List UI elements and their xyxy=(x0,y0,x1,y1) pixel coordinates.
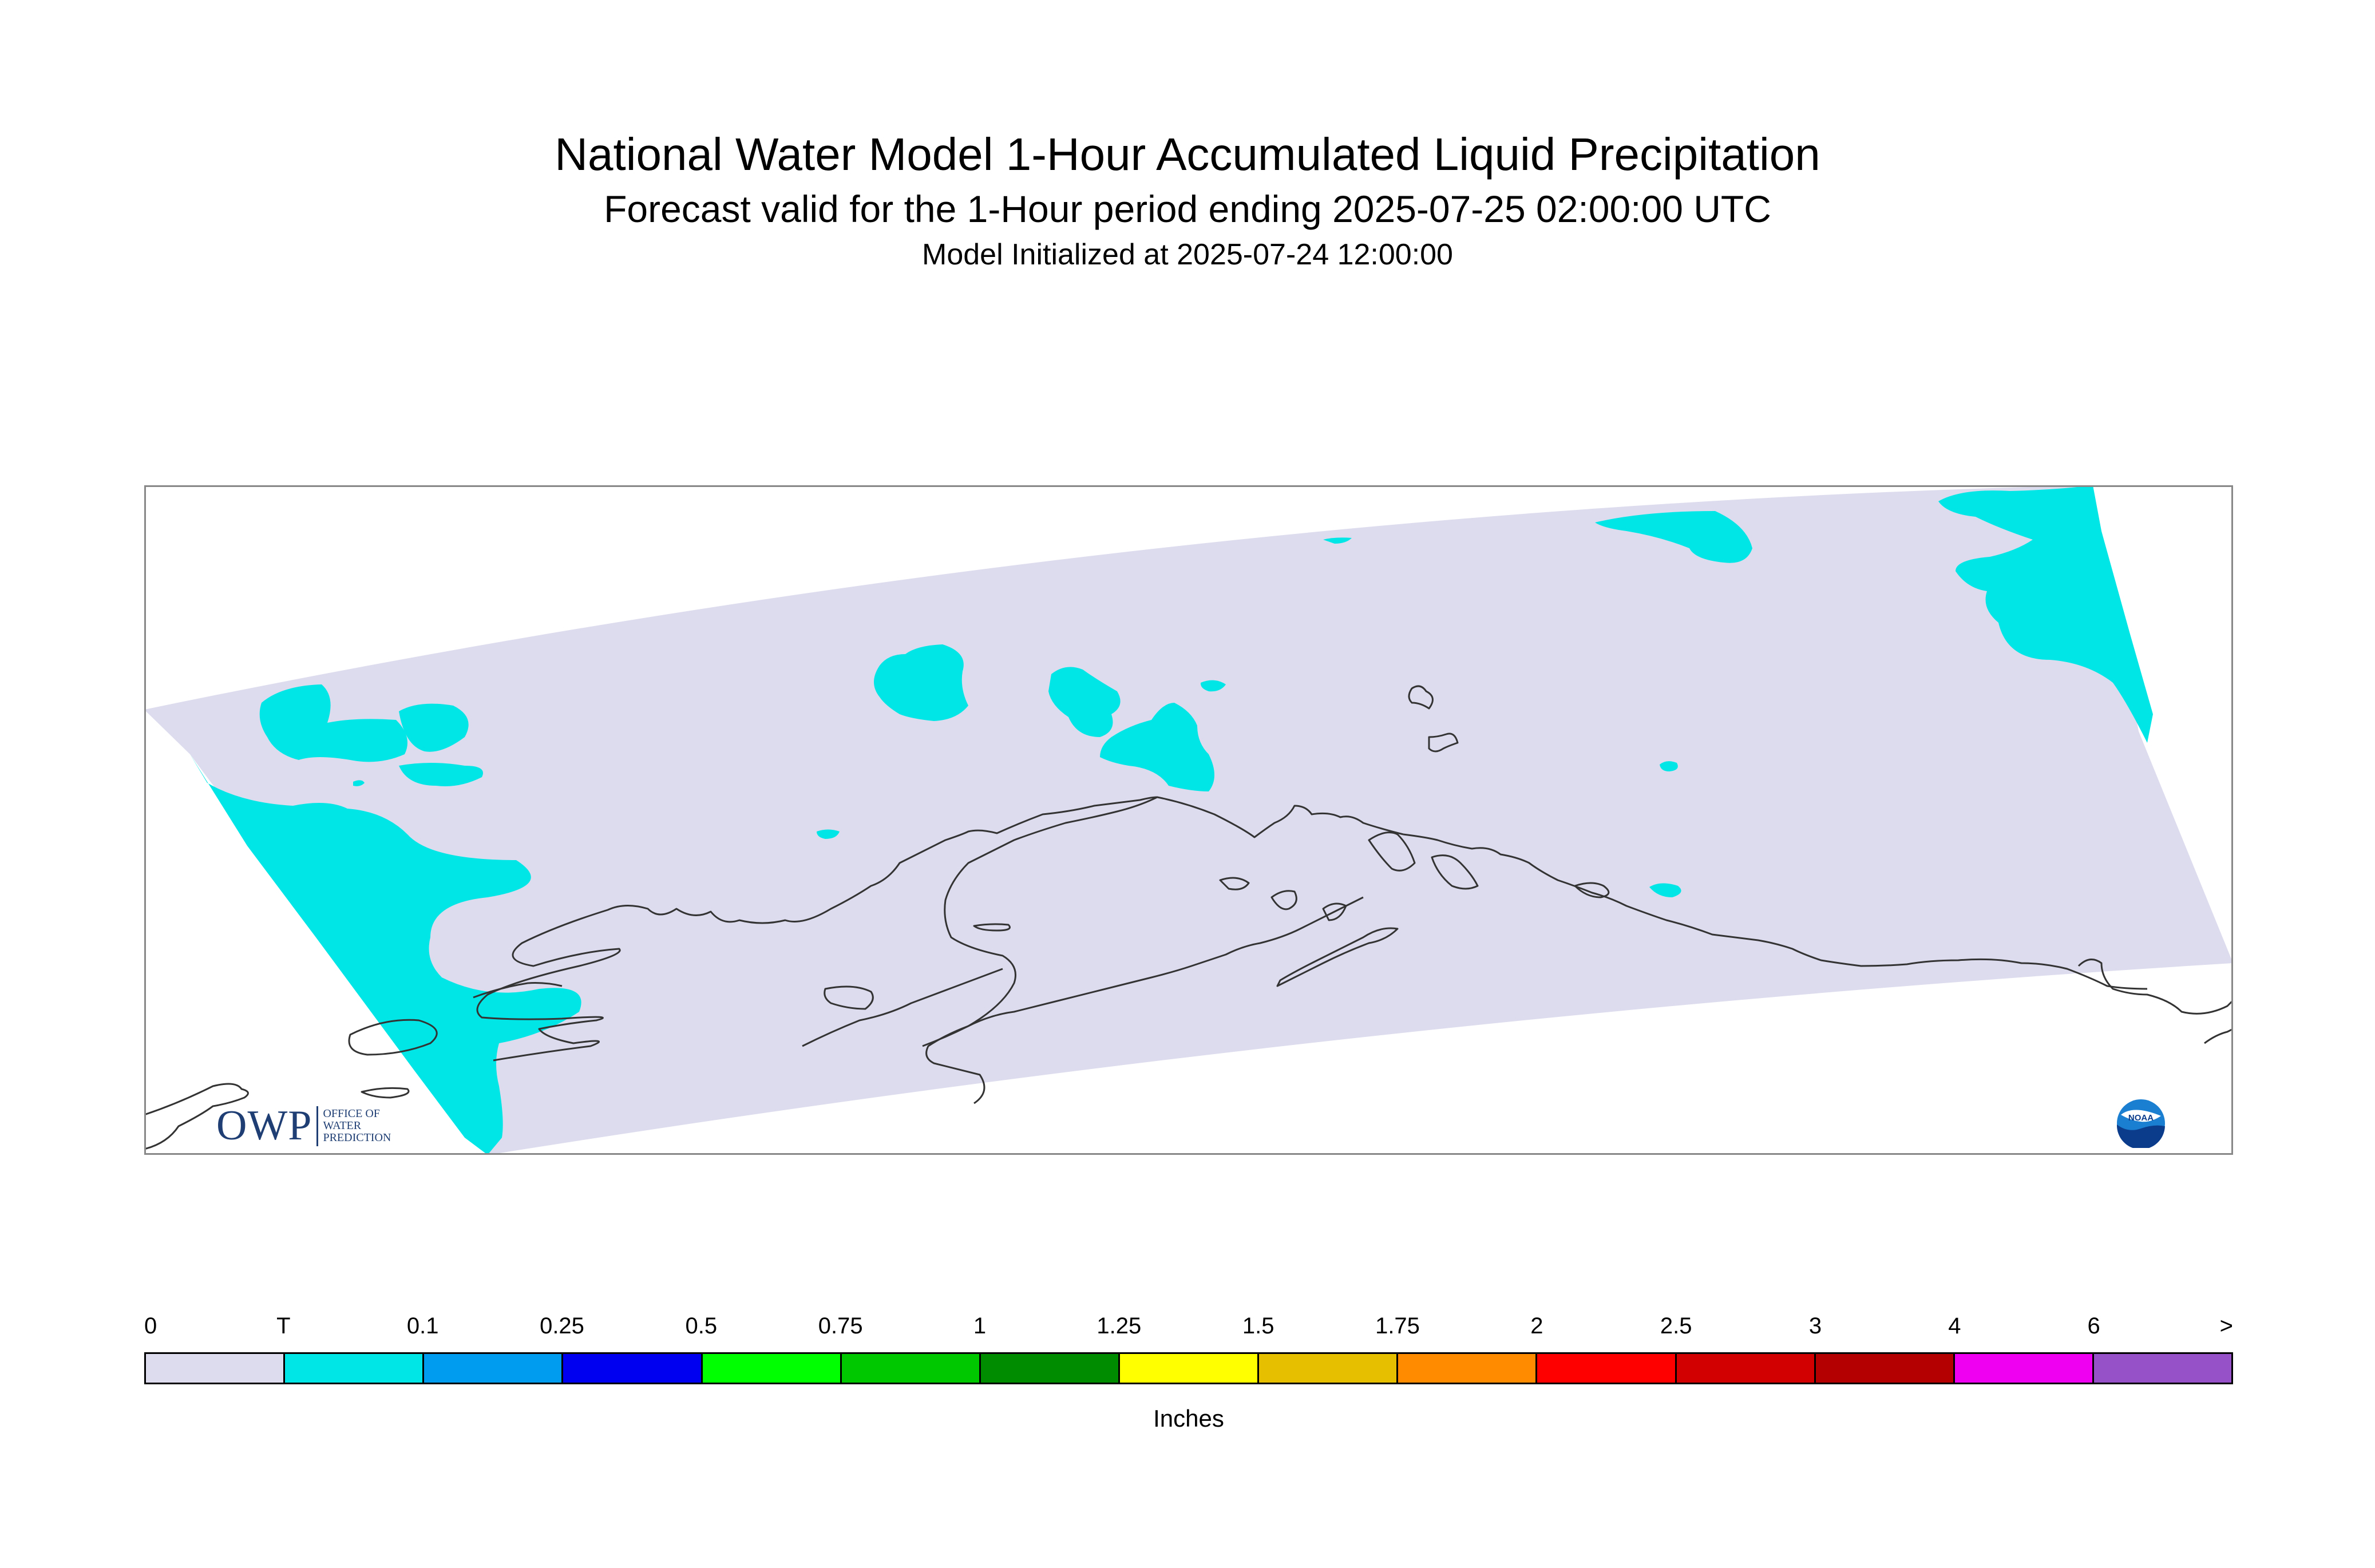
legend-tick-label: 1.5 xyxy=(1242,1313,1274,1339)
forecast-valid-subtitle: Forecast valid for the 1-Hour period end… xyxy=(604,188,1771,230)
precip-area-west-2 xyxy=(399,703,469,752)
legend-color-swatch xyxy=(1259,1354,1399,1383)
legend-tick-label: 1.25 xyxy=(1097,1313,1142,1339)
coastline-island-north-2 xyxy=(1428,732,1459,753)
precip-area-east-1 xyxy=(1660,761,1678,771)
precip-area-north-1 xyxy=(1595,511,1752,563)
legend-tick-label: T xyxy=(276,1313,291,1339)
page-title: National Water Model 1-Hour Accumulated … xyxy=(555,129,1820,180)
map-canvas xyxy=(144,485,2233,1155)
legend-tick-label: 4 xyxy=(1948,1313,1961,1339)
legend-color-swatch xyxy=(1954,1354,2094,1383)
legend-color-swatch xyxy=(146,1354,286,1383)
model-domain-area xyxy=(144,485,2233,1155)
legend-tick-label: 2.5 xyxy=(1660,1313,1692,1339)
precip-area-central-3 xyxy=(1100,703,1214,791)
legend-color-swatch xyxy=(2093,1354,2232,1383)
coastline-gulf-islands xyxy=(1368,831,1416,872)
legend-tick-label: 2 xyxy=(1530,1313,1543,1339)
coastline-kenai xyxy=(1431,854,1479,890)
legend-color-swatch xyxy=(563,1354,703,1383)
coastline-st-lawrence xyxy=(348,1019,438,1056)
coastline-southcentral xyxy=(1403,833,2148,990)
coastline-sound-1 xyxy=(1270,890,1297,910)
legend-color-swatch xyxy=(1815,1354,1955,1383)
precip-area-northeast xyxy=(1938,485,2153,743)
coastline-mainland xyxy=(476,796,1158,1104)
precipitation-map xyxy=(144,485,2233,1155)
coastline-pws xyxy=(1574,882,1610,898)
coastline-sound-3 xyxy=(1219,877,1250,890)
coastline-sound-2 xyxy=(1322,902,1347,921)
precip-area-west-coast xyxy=(190,754,581,1155)
coastlines xyxy=(144,685,2233,1150)
legend-tick-label: 6 xyxy=(2087,1313,2100,1339)
precip-areas xyxy=(190,485,2153,1155)
legend-tick-label: 0.5 xyxy=(685,1313,718,1339)
coastline-iliamna xyxy=(973,923,1011,932)
noaa-emblem-icon: NOAA xyxy=(2116,1099,2166,1150)
coastline-canada-east xyxy=(2077,959,2233,1015)
coastline-bristol-bay xyxy=(824,985,874,1010)
model-initialized-line: Model Initialized at 2025-07-24 12:00:00 xyxy=(922,238,1453,271)
coastline-chukotka-2 xyxy=(361,1087,410,1099)
precip-legend: 0 T 0.1 0.25 0.5 0.75 1 1.25 1.5 1.75 2 2.5 3 4 6 > Inc… xyxy=(144,1313,2233,1439)
legend-color-swatch xyxy=(285,1354,425,1383)
legend-color-swatch xyxy=(841,1354,981,1383)
precip-area-west-3 xyxy=(399,763,483,786)
map-frame xyxy=(144,485,2233,1155)
precip-area-central-4 xyxy=(1200,680,1226,692)
coastline-alaska-peninsula xyxy=(802,968,1003,1047)
coastline-chukotka xyxy=(144,1083,249,1150)
legend-color-swatch xyxy=(1676,1354,1816,1383)
legend-color-swatch xyxy=(1119,1354,1260,1383)
coastline-canada-east-2 xyxy=(2204,1028,2233,1044)
svg-text:NOAA: NOAA xyxy=(2128,1113,2154,1123)
legend-color-swatch xyxy=(1398,1354,1538,1383)
legend-tick-label: 0.75 xyxy=(818,1313,863,1339)
owp-logo-subtext: OFFICE OF WATER PREDICTION xyxy=(323,1107,391,1144)
precip-area-sw-1 xyxy=(817,829,840,839)
legend-tick-label: 1.75 xyxy=(1375,1313,1420,1339)
coastline-island-north-1 xyxy=(1408,685,1434,710)
owp-logo: OWP OFFICE OF WATER PREDICTION xyxy=(216,1102,391,1150)
precip-area-east-2 xyxy=(1649,883,1681,897)
coastline-kodiak xyxy=(1276,927,1399,987)
coastline-cook-inlet xyxy=(1157,796,1404,838)
precip-area-central-1 xyxy=(874,644,968,721)
legend-tick-label: 3 xyxy=(1808,1313,1822,1339)
legend-tick-label: > xyxy=(2219,1313,2233,1339)
precip-area-north-2 xyxy=(1323,537,1352,544)
legend-tick-label: 0.1 xyxy=(406,1313,439,1339)
owp-logo-text: OWP xyxy=(216,1102,312,1149)
legend-tick-label: 0.25 xyxy=(540,1313,584,1339)
legend-color-swatch xyxy=(1537,1354,1677,1383)
legend-units-label: Inches xyxy=(1153,1405,1224,1432)
legend-tick-label: 1 xyxy=(973,1313,987,1339)
precip-area-central-2 xyxy=(1048,667,1121,737)
title-block: National Water Model 1-Hour Accumulated … xyxy=(0,126,2375,275)
legend-color-swatch xyxy=(980,1354,1120,1383)
owp-logo-divider xyxy=(316,1106,319,1146)
precip-area-dot-1 xyxy=(353,780,365,786)
coastline-aleutian-chain xyxy=(922,896,1364,1047)
coastline-yukon-delta xyxy=(473,982,563,999)
legend-tick-label: 0 xyxy=(144,1313,157,1339)
precip-area-west-1 xyxy=(259,684,407,762)
legend-color-bar xyxy=(144,1352,2233,1384)
outside-domain-right xyxy=(2093,485,2233,963)
legend-tick-labels: 0 T 0.1 0.25 0.5 0.75 1 1.25 1.5 1.75 2 2.5 3 4 6 > xyxy=(144,1313,2233,1342)
legend-color-swatch xyxy=(424,1354,564,1383)
legend-color-swatch xyxy=(702,1354,842,1383)
